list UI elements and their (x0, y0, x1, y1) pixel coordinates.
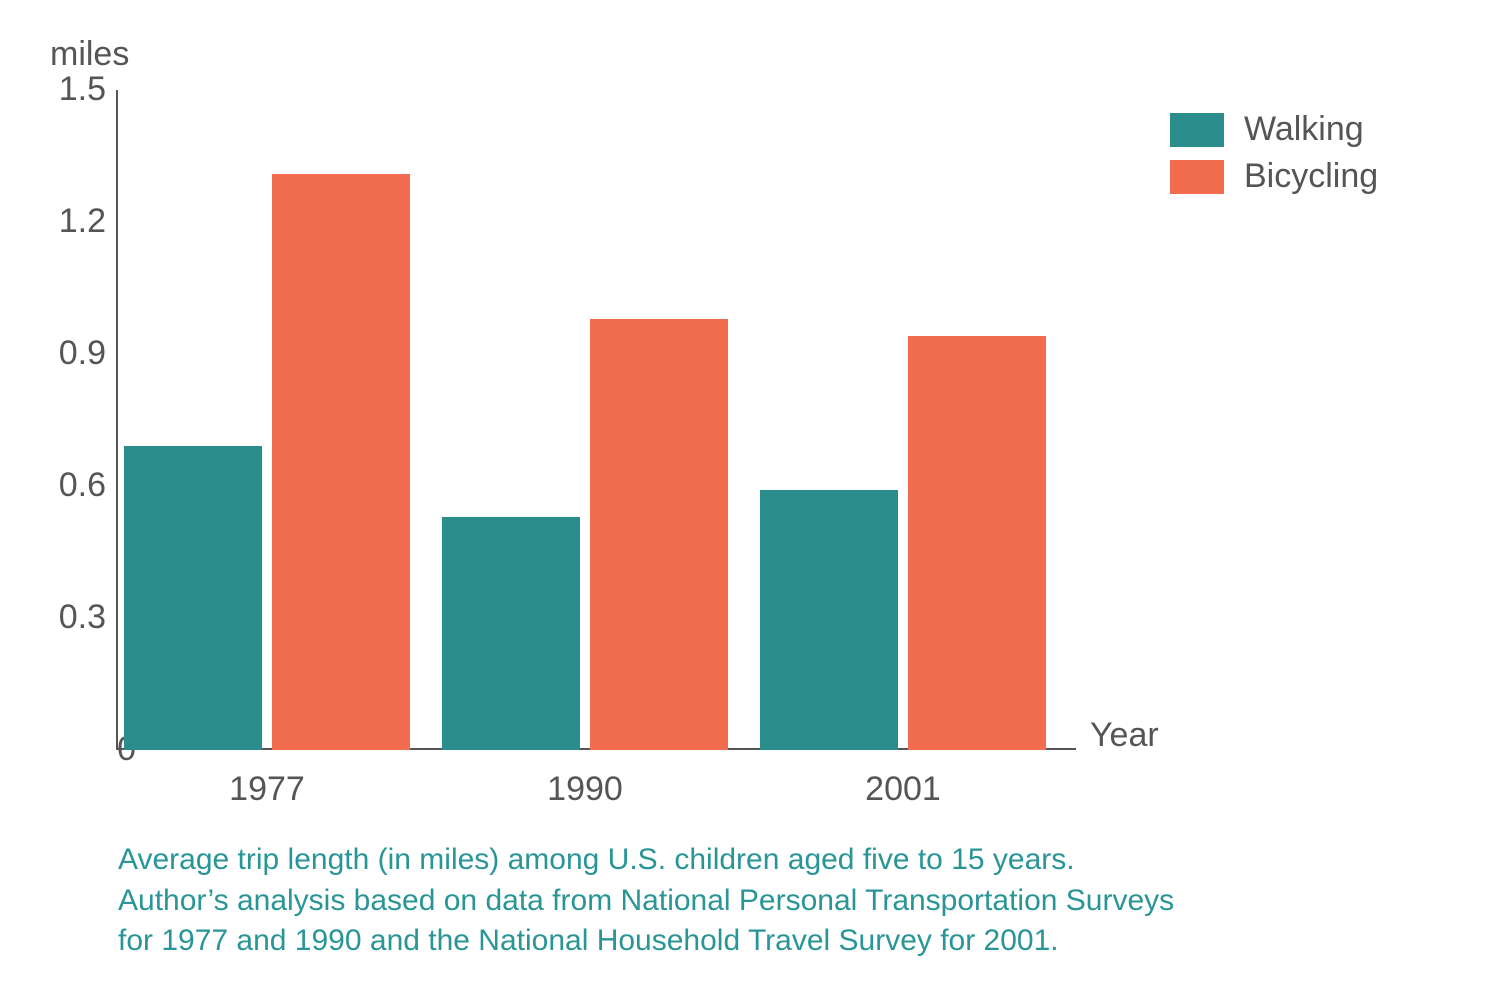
legend: Walking Bicycling (1170, 110, 1378, 204)
y-axis-title: miles (50, 35, 129, 74)
y-tick-label: 0.6 (36, 466, 106, 505)
y-axis-line (116, 90, 118, 750)
legend-swatch-bicycling (1170, 160, 1224, 194)
y-tick-label: 0.9 (36, 334, 106, 373)
caption-line: Author’s analysis based on data from Nat… (118, 884, 1174, 917)
legend-label-bicycling: Bicycling (1244, 157, 1378, 196)
caption-line: for 1977 and 1990 and the National House… (118, 924, 1059, 957)
bar-walking-1977 (124, 446, 262, 750)
caption-line: Average trip length (in miles) among U.S… (118, 843, 1075, 876)
chart-container: miles 1.5 1.2 0.9 0.6 0.3 0 1977 1990 20… (0, 0, 1500, 981)
y-tick-label: 1.2 (36, 202, 106, 241)
bar-bicycling-2001 (908, 336, 1046, 750)
x-tick-label: 2001 (865, 770, 941, 809)
legend-item-bicycling: Bicycling (1170, 157, 1378, 196)
bar-bicycling-1990 (590, 319, 728, 750)
x-axis-title: Year (1090, 716, 1159, 755)
chart-caption: Average trip length (in miles) among U.S… (118, 840, 1174, 962)
plot-area (116, 90, 1076, 750)
x-tick-label: 1990 (547, 770, 623, 809)
bar-walking-1990 (442, 517, 580, 750)
x-tick-label: 1977 (229, 770, 305, 809)
y-tick-label: 0.3 (36, 598, 106, 637)
legend-item-walking: Walking (1170, 110, 1378, 149)
bar-walking-2001 (760, 490, 898, 750)
bar-bicycling-1977 (272, 174, 410, 750)
legend-swatch-walking (1170, 113, 1224, 147)
legend-label-walking: Walking (1244, 110, 1364, 149)
y-tick-label: 1.5 (36, 70, 106, 109)
